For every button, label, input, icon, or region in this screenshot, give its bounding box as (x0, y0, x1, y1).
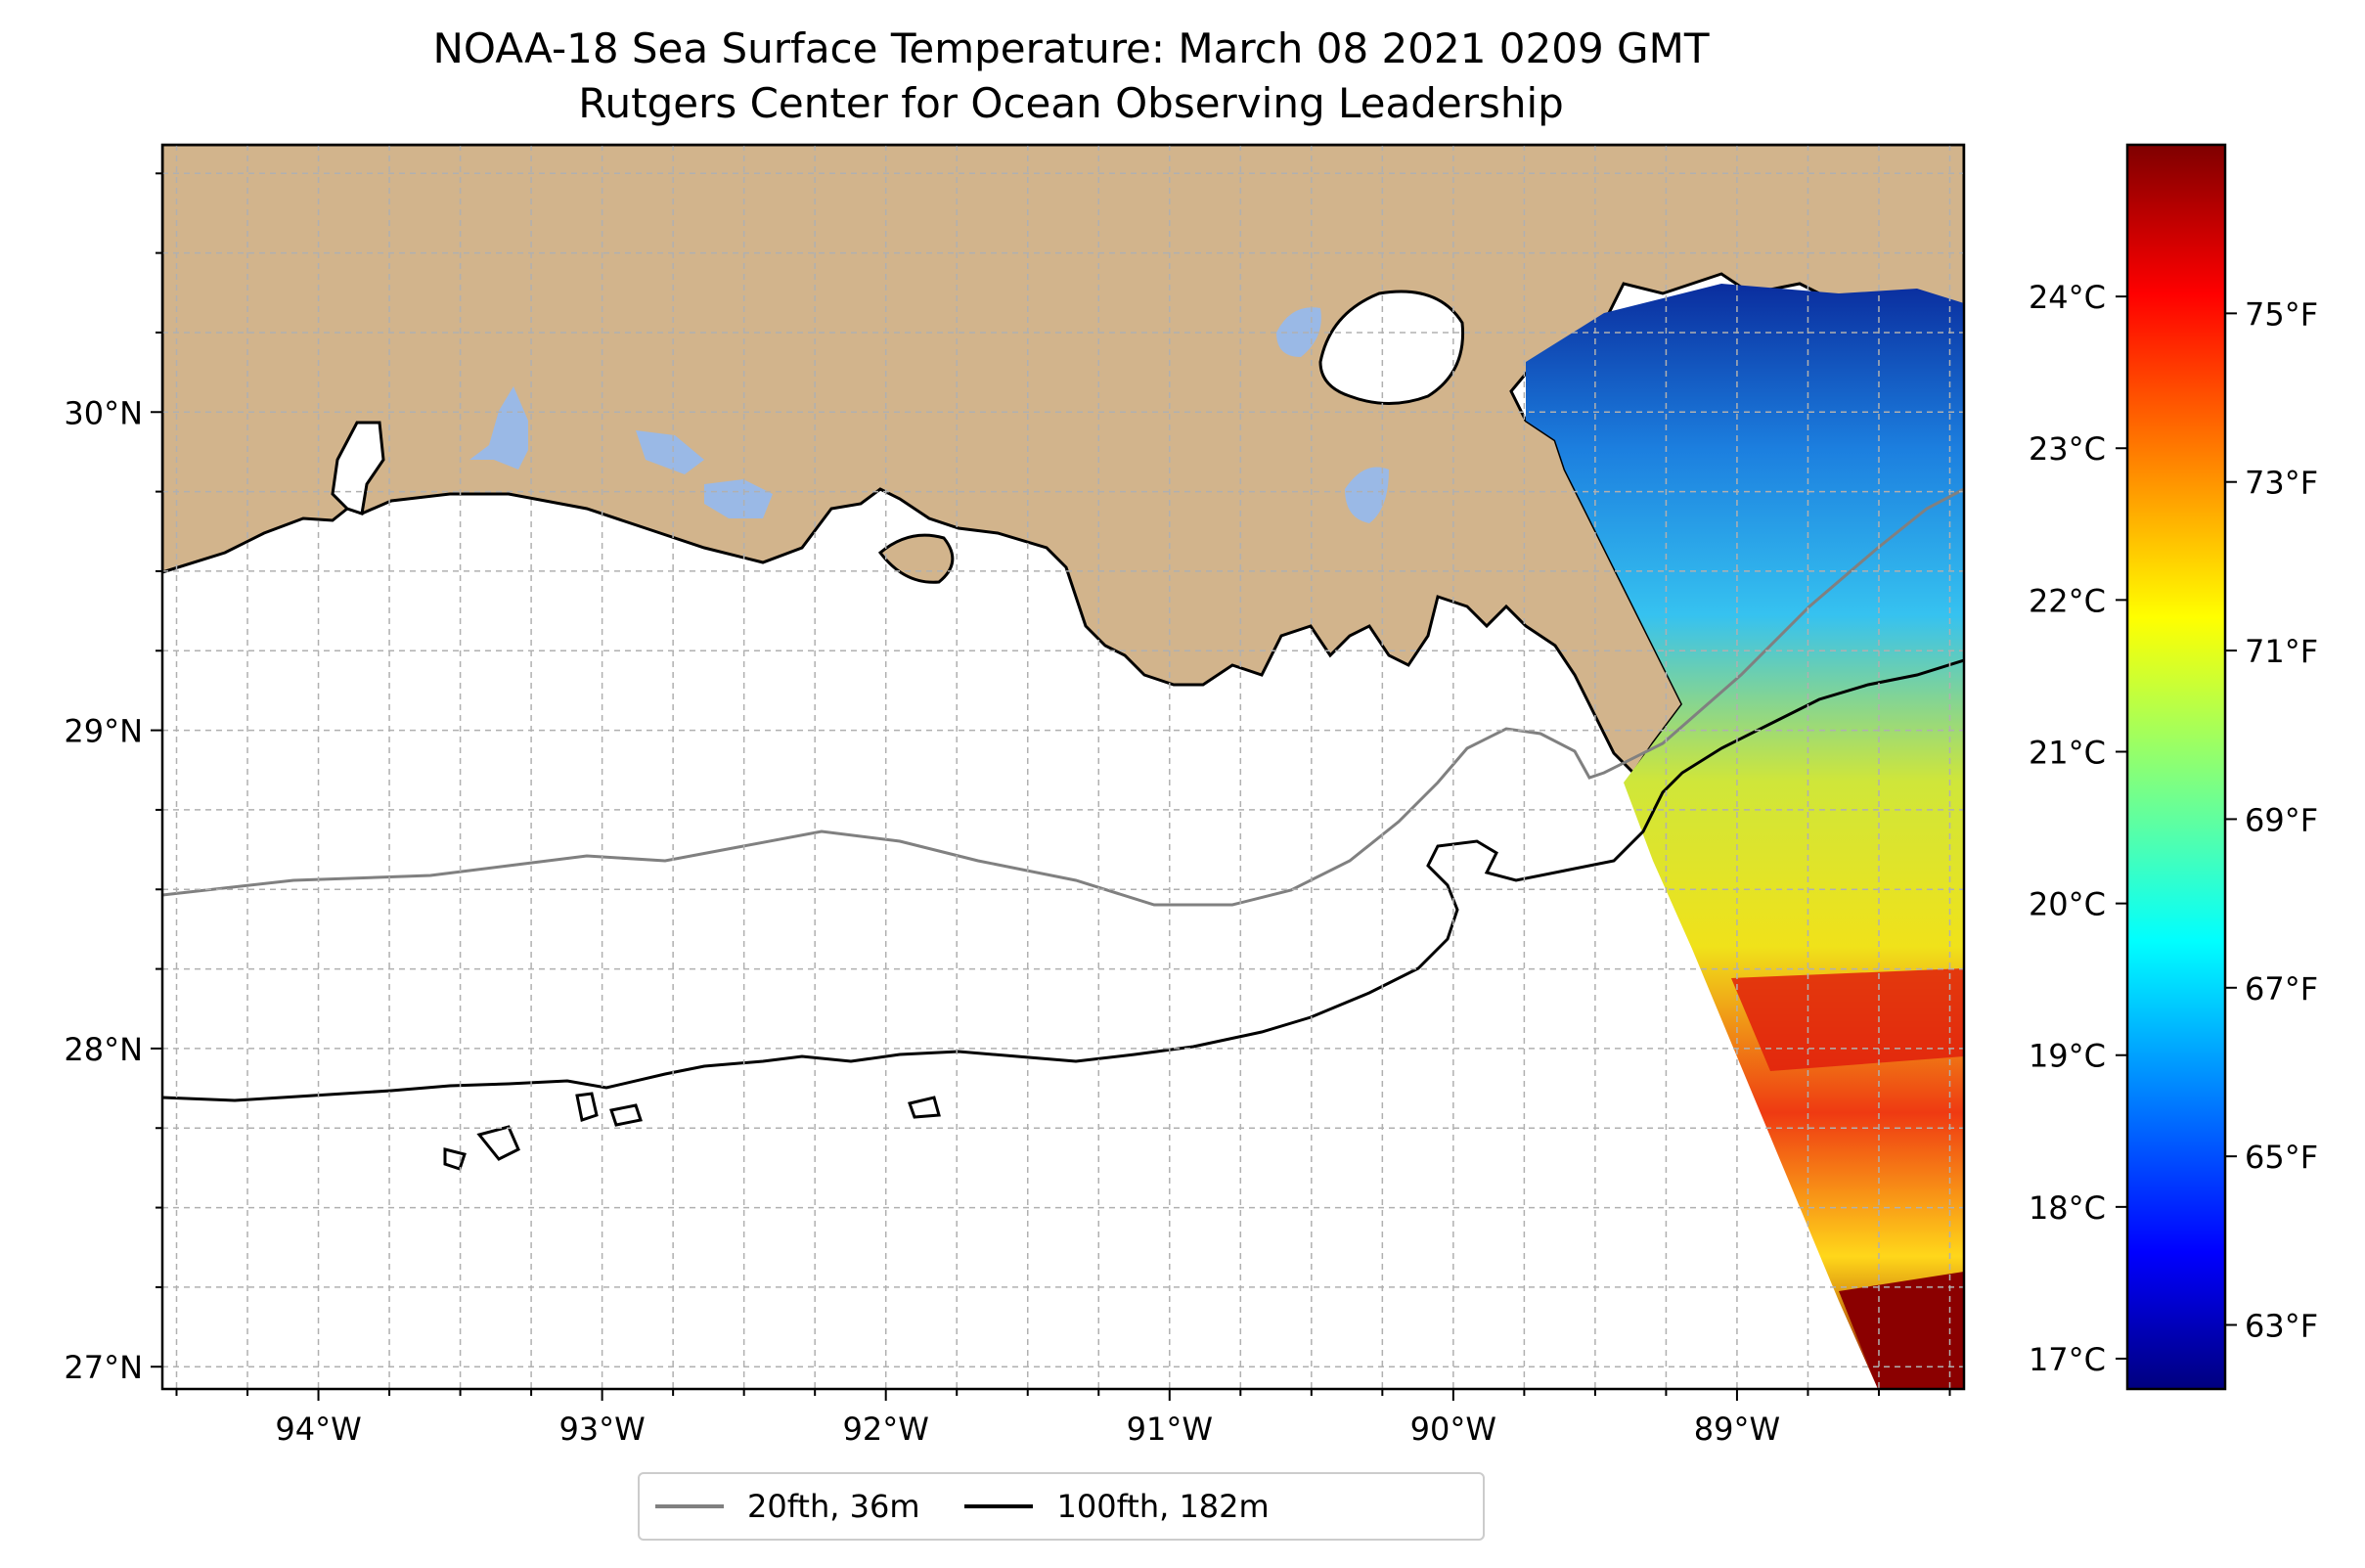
legend-item-100fth: 100fth, 182m (964, 1488, 1270, 1525)
legend-label-20fth: 20fth, 36m (747, 1488, 920, 1525)
lon-tick-label: 91°W (1127, 1411, 1213, 1448)
fahrenheit-tick-label: 65°F (2245, 1139, 2318, 1176)
fahrenheit-tick-label: 63°F (2245, 1308, 2318, 1345)
sst-hot-band (1731, 968, 1964, 1071)
celsius-tick-label: 18°C (2029, 1189, 2106, 1227)
map-subtitle: Rutgers Center for Ocean Observing Leade… (578, 79, 1564, 127)
celsius-tick-label: 17°C (2029, 1341, 2106, 1378)
colorbar-fahrenheit-axis: 63°F 65°F 67°F 69°F 71°F 73°F 75°F (2225, 295, 2318, 1345)
legend-swatch-20fth (655, 1504, 724, 1508)
fahrenheit-tick-label: 75°F (2245, 295, 2318, 333)
lake-maurepas (1276, 307, 1321, 357)
legend-item-20fth: 20fth, 36m (655, 1488, 919, 1525)
celsius-tick-label: 22°C (2029, 582, 2106, 619)
isobath-100fth (162, 658, 1964, 1102)
map-frame (160, 143, 1966, 1391)
lat-tick-label: 27°N (64, 1349, 143, 1386)
lon-tick-label: 89°W (1694, 1411, 1780, 1448)
lat-tick-label: 28°N (64, 1031, 143, 1068)
lon-tick-label: 94°W (275, 1411, 361, 1448)
sst-swath (1526, 284, 1964, 1389)
fahrenheit-tick-label: 71°F (2245, 633, 2318, 670)
lake-pontchartrain (1318, 290, 1465, 405)
map-gridlines (162, 145, 1964, 1389)
longitude-axis: 94°W 93°W 92°W 91°W 90°W 89°W (175, 1389, 1951, 1448)
celsius-tick-label: 21°C (2029, 734, 2106, 771)
celsius-tick-label: 23°C (2029, 430, 2106, 468)
lat-tick-label: 29°N (64, 713, 143, 750)
lake-grand (636, 430, 704, 474)
map-title: NOAA-18 Sea Surface Temperature: March 0… (432, 24, 1710, 72)
lon-tick-label: 92°W (843, 1411, 929, 1448)
celsius-tick-label: 24°C (2029, 279, 2106, 316)
lon-tick-label: 93°W (558, 1411, 645, 1448)
fahrenheit-tick-label: 73°F (2245, 465, 2318, 502)
lake-salvador (1345, 467, 1389, 523)
lat-tick-label: 30°N (64, 394, 143, 431)
fahrenheit-tick-label: 69°F (2245, 801, 2318, 838)
celsius-tick-label: 20°C (2029, 886, 2106, 923)
celsius-tick-label: 19°C (2029, 1038, 2106, 1075)
isobath-20fth (162, 487, 1964, 907)
lake-calcasieu (469, 386, 528, 470)
legend-swatch-100fth (964, 1504, 1034, 1508)
colorbar-celsius-axis: 17°C 18°C 19°C 20°C 21°C 22°C 23°C 24°C (2029, 279, 2127, 1378)
fahrenheit-tick-label: 67°F (2245, 970, 2318, 1008)
colorbar (2125, 143, 2227, 1391)
sst-darkred-corner (1839, 1272, 1964, 1389)
isobath-legend: 20fth, 36m 100fth, 182m (638, 1472, 1485, 1541)
latitude-axis: 27°N 28°N 29°N 30°N (64, 172, 162, 1386)
sabine-lake-inlet (331, 421, 385, 515)
lon-tick-label: 90°W (1410, 1411, 1496, 1448)
lake-white (704, 479, 773, 518)
legend-label-100fth: 100fth, 182m (1056, 1488, 1270, 1525)
